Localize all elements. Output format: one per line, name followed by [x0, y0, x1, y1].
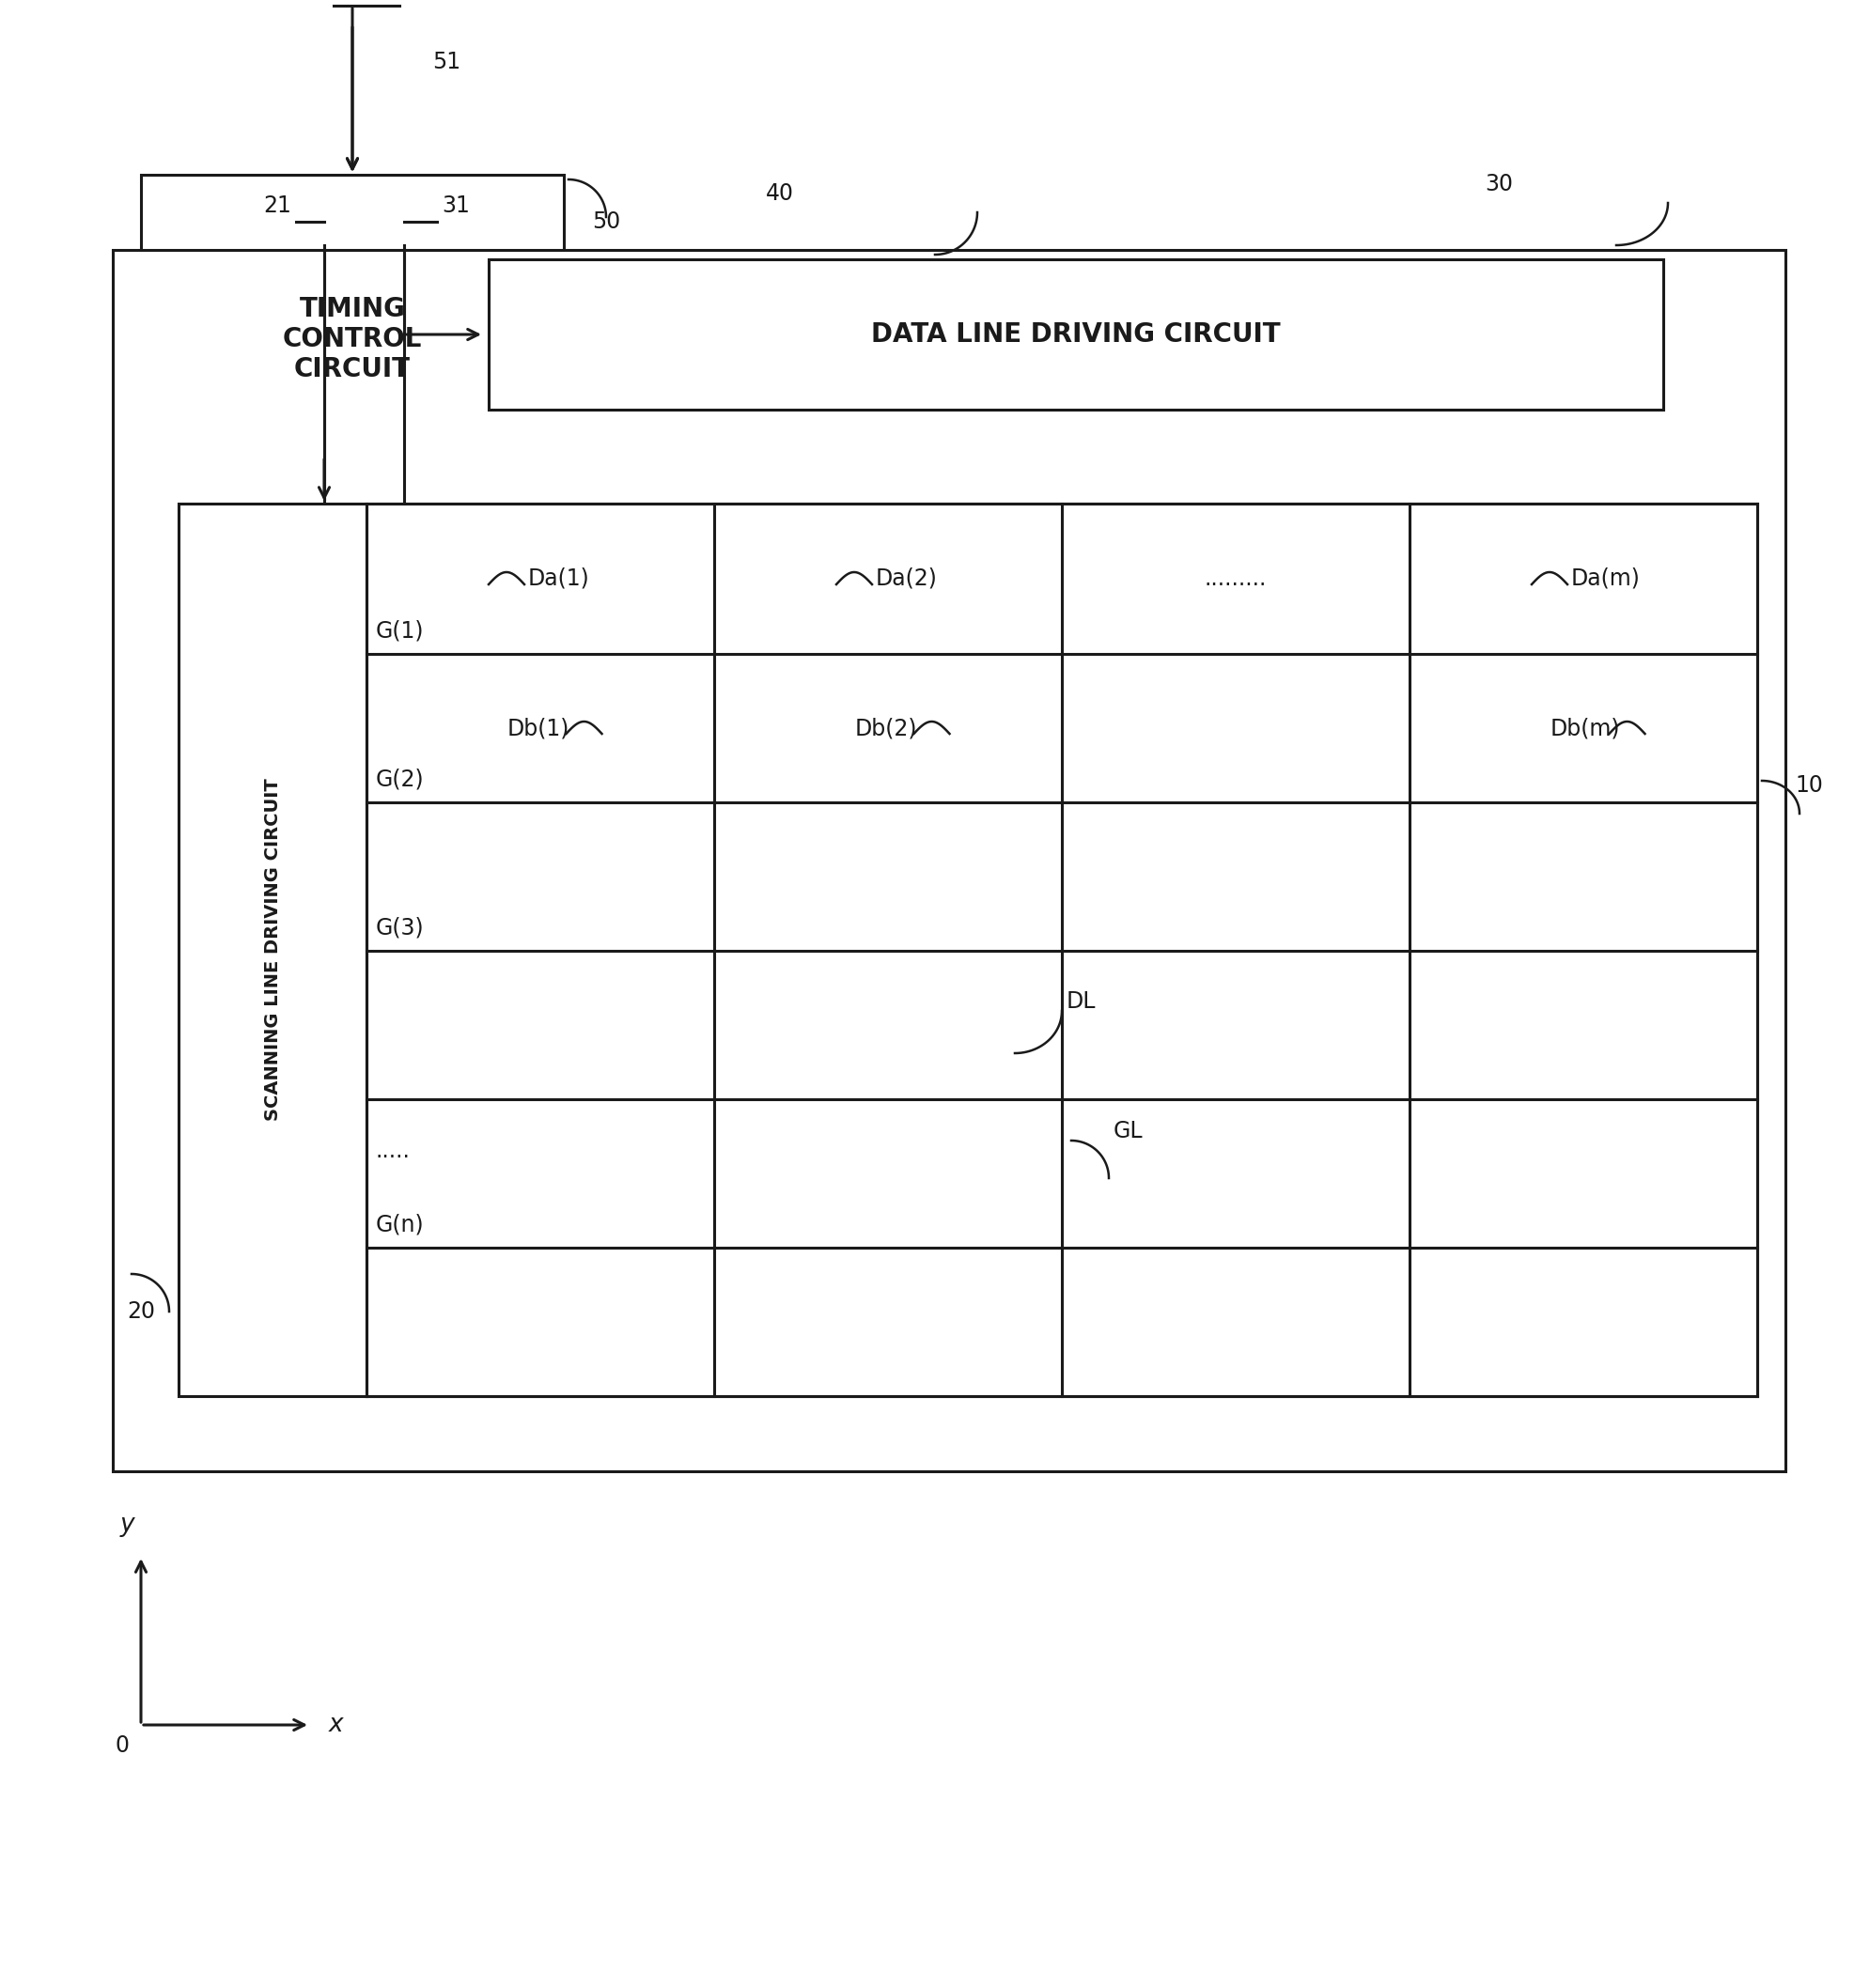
Text: G(1): G(1): [376, 620, 425, 642]
Text: .....: .....: [376, 1139, 410, 1163]
Text: Db(m): Db(m): [1550, 718, 1620, 740]
Text: y: y: [119, 1513, 133, 1537]
Text: Da(m): Da(m): [1570, 567, 1639, 590]
Text: GL: GL: [1112, 1119, 1142, 1143]
Text: .........: .........: [1203, 567, 1266, 590]
Text: Da(2): Da(2): [875, 567, 938, 590]
Text: 10: 10: [1795, 773, 1822, 797]
Text: 51: 51: [432, 52, 460, 74]
Text: Db(1): Db(1): [508, 718, 569, 740]
Text: 21: 21: [263, 195, 291, 217]
Text: 40: 40: [766, 183, 794, 205]
Bar: [141, 175, 564, 503]
Text: 20: 20: [126, 1300, 156, 1322]
Text: 0: 0: [115, 1734, 130, 1757]
Bar: [488, 258, 1663, 410]
Text: 30: 30: [1483, 173, 1513, 195]
Text: TIMING
CONTROL
CIRCUIT: TIMING CONTROL CIRCUIT: [282, 296, 423, 384]
Text: DATA LINE DRIVING CIRCUIT: DATA LINE DRIVING CIRCUIT: [871, 322, 1279, 348]
Text: SCANNING LINE DRIVING CIRCUIT: SCANNING LINE DRIVING CIRCUIT: [263, 779, 282, 1121]
Text: Db(2): Db(2): [855, 718, 918, 740]
Text: Da(1): Da(1): [528, 567, 590, 590]
Text: G(n): G(n): [376, 1215, 425, 1237]
Bar: [178, 503, 367, 1396]
Text: x: x: [328, 1714, 343, 1738]
Text: DL: DL: [1066, 990, 1096, 1012]
Bar: [367, 503, 1756, 1396]
Bar: [113, 250, 1785, 1471]
Text: G(2): G(2): [376, 769, 425, 791]
Text: 31: 31: [441, 195, 469, 217]
Text: G(3): G(3): [376, 916, 425, 940]
Text: 50: 50: [591, 211, 619, 233]
